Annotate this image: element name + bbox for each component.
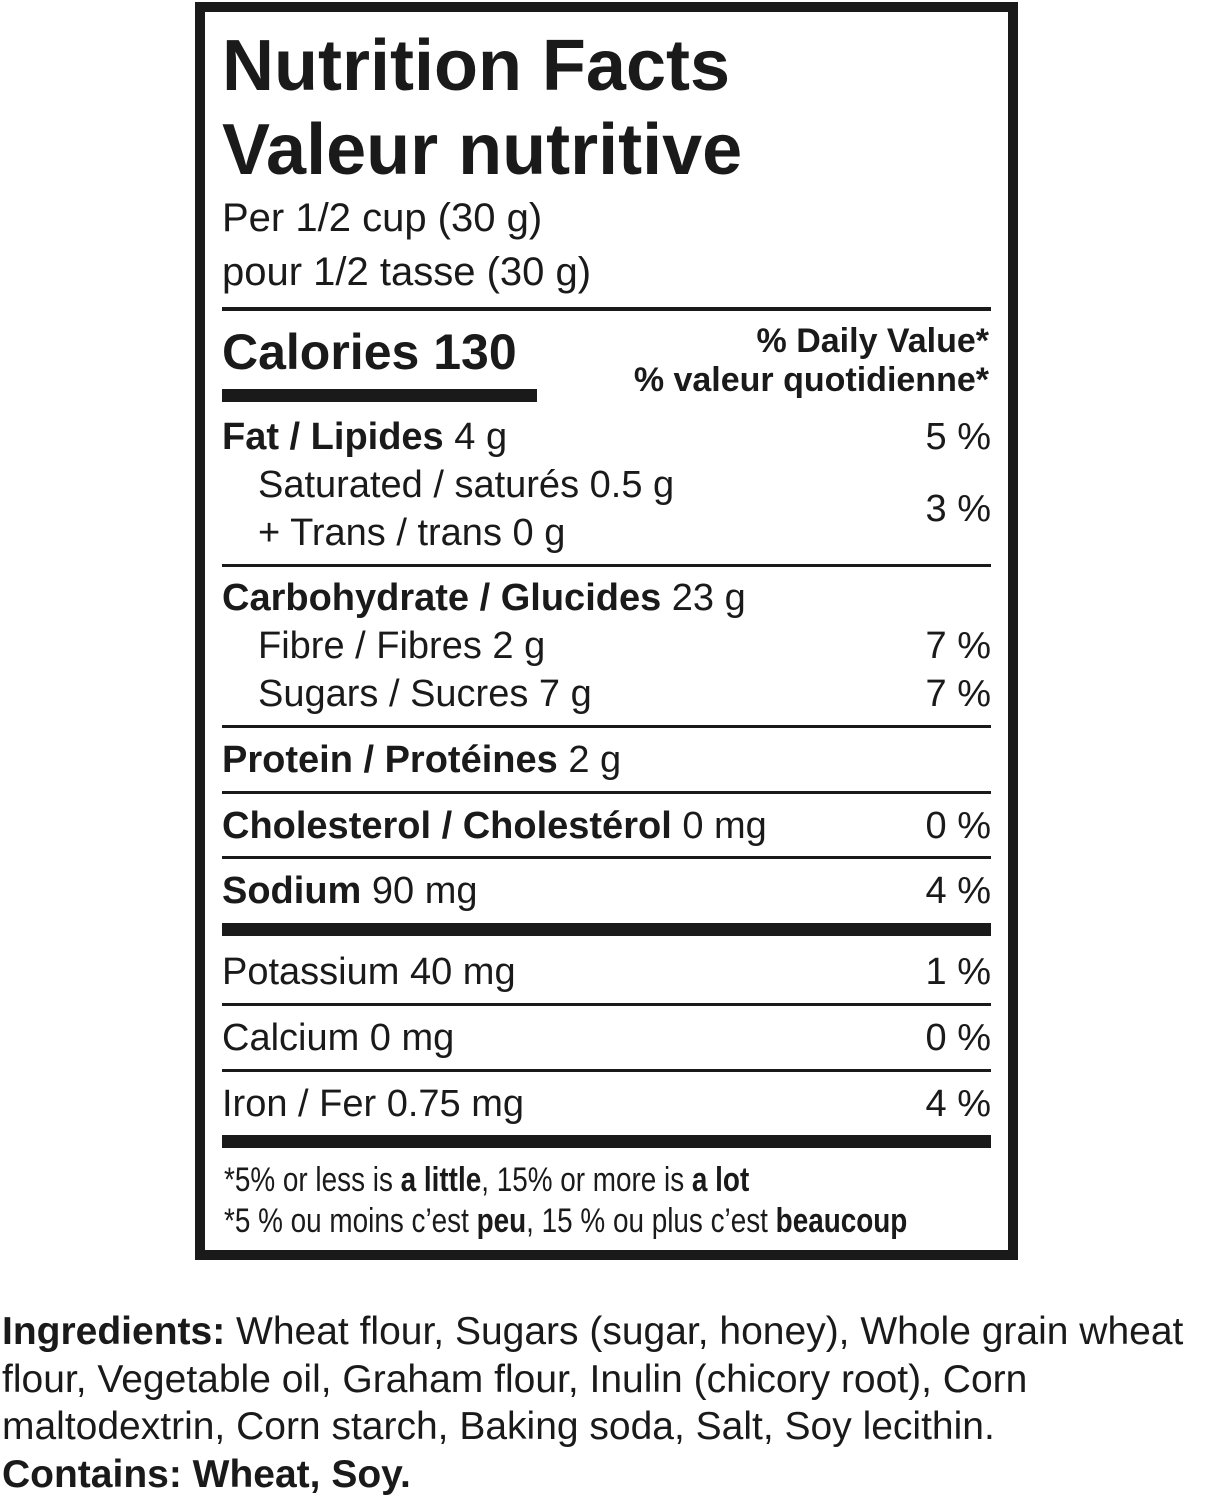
row-sodium: Sodium 90 mg 4 % [222, 870, 991, 912]
divider [222, 725, 991, 728]
row-carbohydrate: Carbohydrate / Glucides 23 g [222, 577, 746, 619]
row-iron: Iron / Fer 0.75 mg 4 % [222, 1083, 991, 1125]
calories: Calories 130 [222, 327, 517, 377]
nutrition-facts-box [195, 2, 1018, 1260]
daily-value-en: % Daily Value* [756, 322, 989, 360]
calories-value: 130 [433, 324, 517, 380]
serving-en: Per 1/2 cup (30 g) [222, 196, 543, 240]
thick-divider [222, 923, 991, 936]
calories-label: Calories [222, 324, 420, 380]
footnote-en: *5% or less is a little, 15% or more is … [224, 1161, 750, 1199]
divider [222, 791, 991, 794]
row-calcium: Calcium 0 mg 0 % [222, 1017, 991, 1059]
divider [222, 856, 991, 859]
divider [222, 307, 991, 311]
daily-value-fr: % valeur quotidienne* [633, 361, 989, 399]
ingredients-label: Ingredients: [2, 1310, 226, 1353]
row-protein: Protein / Protéines 2 g [222, 739, 622, 781]
divider [222, 564, 991, 567]
title-fr: Valeur nutritive [222, 110, 743, 190]
row-cholesterol: Cholesterol / Cholestérol 0 mg 0 % [222, 805, 991, 847]
contains-statement: Contains: Wheat, Soy. [2, 1452, 411, 1496]
ingredients: Ingredients: Wheat flour, Sugars (sugar,… [2, 1308, 1213, 1498]
thick-divider [222, 1135, 991, 1148]
calories-bar [222, 389, 537, 402]
serving-fr: pour 1/2 tasse (30 g) [222, 250, 592, 294]
ingredients-text: Wheat flour, Sugars (sugar, honey), Whol… [2, 1310, 1184, 1448]
row-saturated: Saturated / saturés 0.5 g [258, 464, 675, 506]
footnote-fr: *5 % ou moins c’est peu, 15 % ou plus c’… [224, 1202, 908, 1240]
title-en: Nutrition Facts [222, 26, 731, 106]
divider [222, 1069, 991, 1072]
divider [222, 1003, 991, 1006]
row-potassium: Potassium 40 mg 1 % [222, 951, 991, 993]
